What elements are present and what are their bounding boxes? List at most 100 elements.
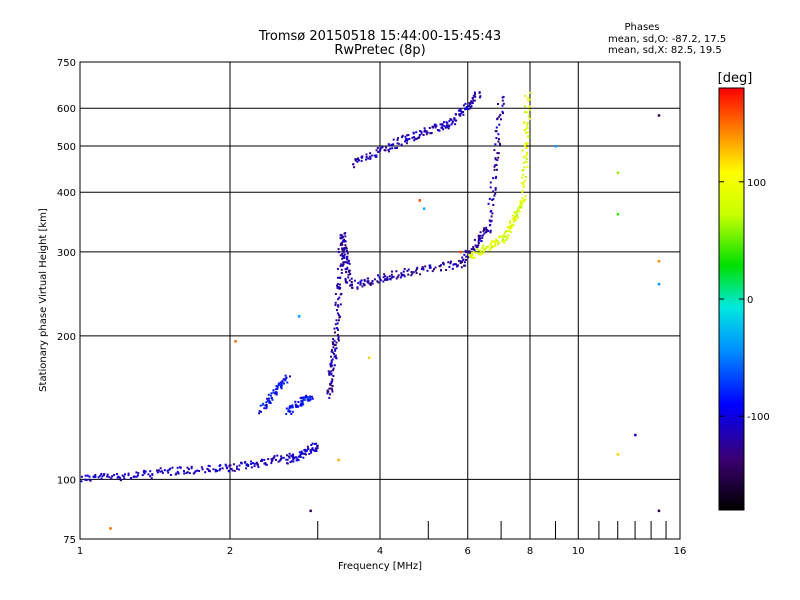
trace-point [208,465,211,468]
trace-point [440,264,442,267]
trace-point [110,477,113,480]
trace-point [521,149,524,152]
trace-point [405,142,408,145]
trace-point [345,268,348,271]
plot-frame [79,61,681,540]
trace-point [88,478,91,481]
trace-point [392,275,395,278]
trace-point [284,377,287,380]
trace-point [354,159,357,162]
trace-point [516,216,519,219]
trace-point [516,213,519,216]
trace-point [345,271,348,274]
trace-point [444,126,447,129]
trace-point [441,124,444,127]
trace-point [339,303,342,306]
trace-point [266,397,269,400]
trace-point [482,244,485,247]
trace-point [314,447,317,450]
trace-point [343,261,346,264]
trace-point [407,134,410,136]
trace-point [341,249,344,252]
trace-point [314,448,317,451]
trace-point [337,298,340,301]
trace-point [231,469,234,472]
trace-point [526,96,529,99]
trace-point [501,235,504,238]
outlier-point [297,315,301,318]
trace-point [464,264,467,267]
trace-point [406,134,409,137]
trace-point [460,111,463,114]
trace-point [287,455,290,458]
trace-point [196,469,199,472]
trace-point [245,467,248,470]
trace-point [472,248,475,250]
trace-point [288,406,291,409]
trace-point [101,475,104,478]
trace-point [269,402,272,404]
trace-point [353,166,356,169]
trace-point [310,444,313,446]
trace-point [401,134,404,137]
trace-point [265,463,268,466]
trace-point [352,163,355,166]
trace-point [459,109,462,112]
trace-point [421,266,424,268]
trace-point [276,454,279,457]
trace-point [503,234,505,237]
trace-point [94,474,97,476]
trace-point [351,286,354,289]
trace-point [218,469,221,472]
trace-point [464,102,467,105]
trace-point [387,150,390,153]
trace-point [327,370,330,373]
trace-point [342,263,345,266]
trace-point [355,158,358,161]
trace-point [371,282,374,285]
trace-point [526,124,529,127]
trace-point [337,248,340,251]
trace-point [473,91,476,94]
outlier-point [109,527,112,530]
trace-point [377,281,380,284]
y-tick-label: 600 [57,104,76,115]
trace-point [281,381,284,384]
trace-point [309,398,312,401]
trace-point [193,471,196,474]
trace-point [185,472,188,475]
trace-point [455,119,458,122]
trace-point [420,130,423,133]
trace-point [378,276,381,278]
trace-point [489,242,492,245]
trace-point [308,452,311,455]
trace-point [294,403,297,406]
trace-point [403,275,406,278]
trace-point [418,136,421,139]
trace-point [512,224,515,227]
trace-point [489,224,491,227]
trace-point [290,413,293,415]
trace-point [300,450,303,453]
trace-point [230,467,233,470]
trace-point [261,458,263,461]
trace-point [341,257,344,260]
trace-point [137,474,139,477]
trace-point [523,144,526,147]
trace-point [343,253,346,256]
trace-point [481,234,484,237]
trace-point [338,296,341,299]
trace-point [285,413,288,415]
trace-point [415,268,418,271]
trace-point [362,282,365,285]
trace-point [496,152,499,155]
trace-point [330,387,333,390]
trace-point [297,405,300,408]
trace-point [454,123,457,126]
trace-point [282,456,285,459]
trace-point [463,261,466,264]
trace-point [311,448,314,451]
trace-point [477,239,480,242]
trace-point [524,198,527,201]
trace-point [442,128,445,131]
